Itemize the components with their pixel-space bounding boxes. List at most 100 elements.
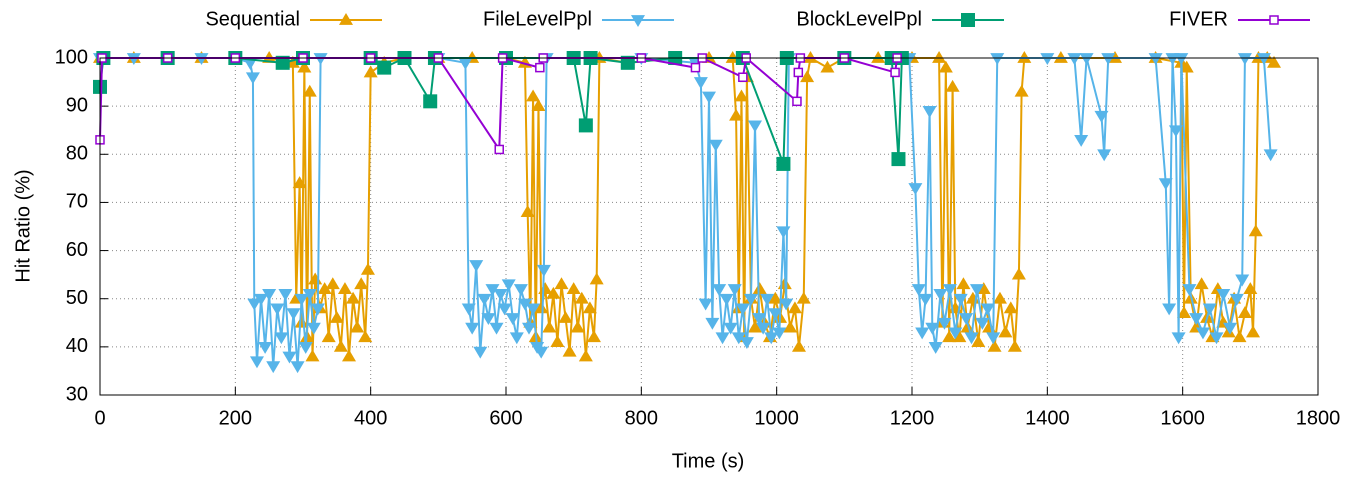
y-tick-label: 100 <box>55 46 88 68</box>
marker <box>976 282 991 294</box>
marker <box>534 301 549 314</box>
marker <box>933 289 948 301</box>
marker <box>294 315 309 328</box>
legend-label: BlockLevelPpl <box>796 8 922 30</box>
marker <box>1243 282 1258 294</box>
marker <box>1194 277 1209 290</box>
marker <box>522 322 537 335</box>
marker <box>554 277 569 290</box>
x-tick-label: 1000 <box>754 407 799 429</box>
marker <box>1101 53 1116 65</box>
marker <box>776 156 791 171</box>
marker <box>705 317 720 330</box>
marker <box>1202 303 1217 316</box>
marker <box>578 349 593 362</box>
marker <box>497 303 512 316</box>
marker <box>317 282 332 294</box>
marker <box>194 53 209 65</box>
marker <box>423 94 438 109</box>
marker <box>578 118 593 133</box>
marker <box>1209 332 1224 345</box>
y-tick-label: 50 <box>66 287 88 309</box>
marker <box>715 332 730 345</box>
marker <box>1182 284 1197 297</box>
legend-marker <box>631 15 645 27</box>
marker <box>803 51 818 63</box>
marker <box>360 262 375 275</box>
y-tick-label: 30 <box>66 383 88 405</box>
legend-marker <box>339 13 353 25</box>
marker <box>1053 51 1068 63</box>
marker <box>582 301 597 314</box>
marker <box>1189 313 1204 325</box>
marker <box>308 272 323 285</box>
legend-label: FIVER <box>1169 8 1228 30</box>
marker <box>1003 301 1018 314</box>
marker <box>820 60 835 73</box>
marker <box>918 293 933 306</box>
marker <box>723 322 738 335</box>
marker <box>325 277 340 290</box>
marker <box>792 96 802 107</box>
marker <box>964 332 979 345</box>
marker <box>574 291 589 304</box>
marker <box>262 51 277 63</box>
marker <box>990 53 1005 65</box>
marker <box>494 144 504 155</box>
marker <box>1237 53 1252 65</box>
marker <box>538 282 553 294</box>
marker <box>620 55 635 70</box>
marker <box>1267 55 1282 68</box>
marker <box>589 272 604 285</box>
marker <box>952 330 967 343</box>
marker <box>937 317 952 330</box>
marker <box>756 322 771 335</box>
marker <box>550 335 565 347</box>
marker <box>942 284 957 297</box>
marker <box>764 332 779 345</box>
marker <box>748 120 763 133</box>
marker <box>342 349 357 362</box>
marker <box>719 293 734 306</box>
marker <box>298 341 313 354</box>
marker <box>986 332 1001 345</box>
marker <box>286 308 301 321</box>
y-tick-label: 70 <box>66 191 88 213</box>
marker <box>738 72 748 83</box>
marker <box>526 89 541 102</box>
marker <box>310 303 325 316</box>
marker <box>546 286 561 299</box>
marker <box>1094 110 1109 123</box>
x-tick-label: 600 <box>489 407 522 429</box>
marker <box>998 325 1013 338</box>
marker <box>1011 267 1026 280</box>
marker <box>915 327 930 340</box>
x-tick-label: 200 <box>219 407 252 429</box>
x-tick-label: 1600 <box>1160 407 1205 429</box>
marker <box>505 313 520 325</box>
marker <box>520 205 535 217</box>
marker <box>787 301 802 314</box>
marker <box>1168 125 1183 138</box>
marker <box>987 339 1002 352</box>
marker <box>932 51 947 63</box>
marker <box>1235 274 1250 287</box>
marker <box>266 361 281 374</box>
marker <box>1195 327 1210 340</box>
legend-marker <box>961 13 975 27</box>
marker <box>1040 53 1055 65</box>
marker <box>329 310 344 323</box>
marker <box>1017 51 1032 63</box>
marker <box>891 152 906 167</box>
marker <box>377 60 392 75</box>
marker <box>1014 84 1029 97</box>
marker <box>925 322 940 335</box>
marker <box>928 341 943 354</box>
x-tick-label: 1800 <box>1296 407 1341 429</box>
marker <box>1174 53 1189 65</box>
marker <box>772 327 787 340</box>
marker <box>501 279 516 292</box>
marker <box>513 284 528 297</box>
